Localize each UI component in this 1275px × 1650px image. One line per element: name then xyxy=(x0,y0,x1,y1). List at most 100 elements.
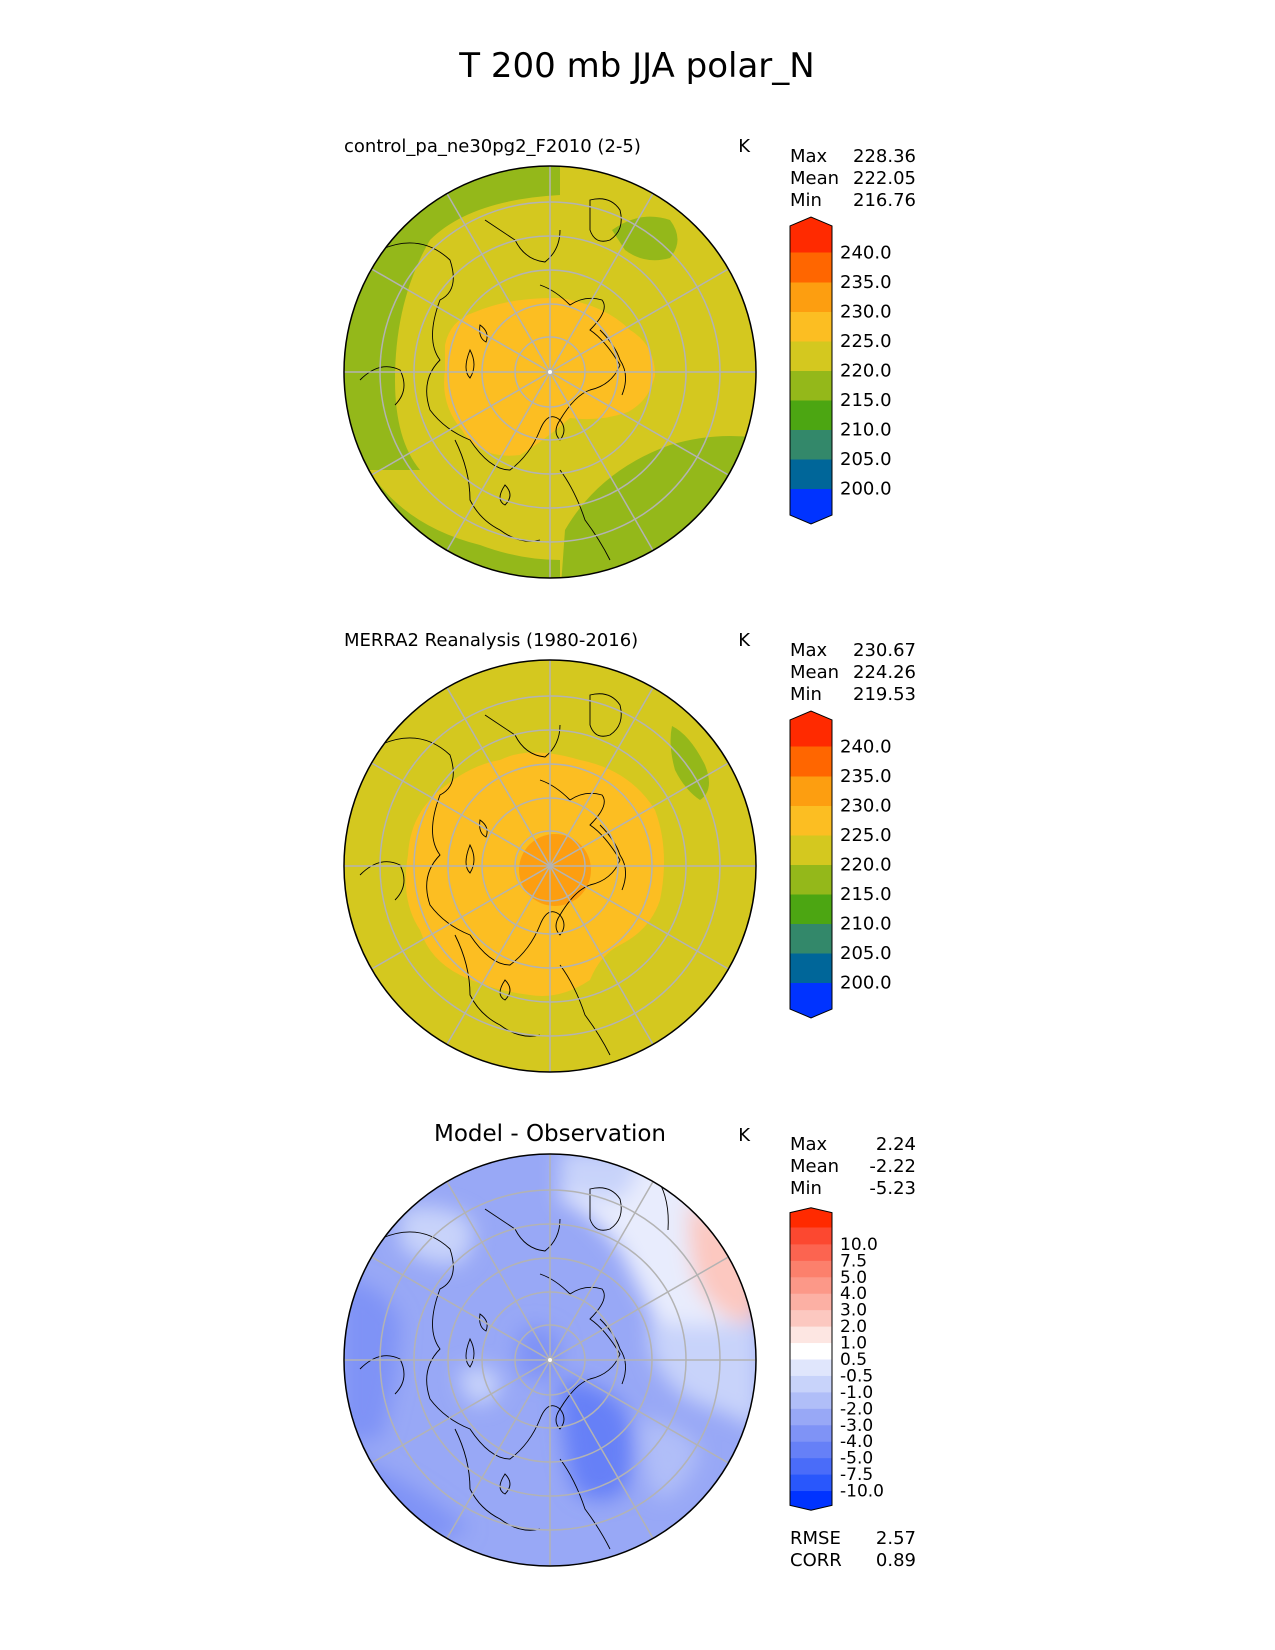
colorbar: 200.0 205.0 210.0 215.0 220.0 225.0 230.0 235.0… xyxy=(789,216,892,525)
stat-value: 216.76 xyxy=(853,190,916,211)
map-boundary xyxy=(343,1153,757,1567)
colorbar-segment xyxy=(790,459,832,489)
colorbar-tick-label: -0.5 xyxy=(840,1366,873,1386)
colorbar-outline xyxy=(789,216,833,525)
colorbar-segment xyxy=(790,217,832,253)
colorbar-tick-label: 230.0 xyxy=(840,302,892,323)
colorbar-segment xyxy=(790,1309,832,1327)
colorbar-segment xyxy=(790,400,832,430)
colorbar-segment xyxy=(790,1260,832,1278)
colorbar-tick-label: 215.0 xyxy=(840,390,892,411)
colorbar-tick-label: 230.0 xyxy=(840,796,892,817)
colorbar-tick-label: 235.0 xyxy=(840,272,892,293)
stat-label: Max xyxy=(790,1134,828,1155)
colorbar-tick-label: 5.0 xyxy=(840,1268,867,1288)
stat-label: RMSE xyxy=(790,1528,841,1549)
colorbar-tick-label: -1.0 xyxy=(840,1383,873,1403)
stat-label: Max xyxy=(790,640,828,661)
colorbar-segment xyxy=(790,1441,832,1459)
colorbar-segment xyxy=(790,1227,832,1245)
colorbar-segment xyxy=(790,429,832,460)
stat-value: 2.24 xyxy=(876,1134,916,1155)
colorbar-tick-label: 220.0 xyxy=(840,361,892,382)
colorbar-segment xyxy=(790,311,832,342)
colorbar-tick-label: 10.0 xyxy=(840,1235,878,1255)
colorbar-tick-label: 200.0 xyxy=(840,479,892,500)
panel-title: control_pa_ne30pg2_F2010 (2-5) xyxy=(344,136,641,157)
panel-difference: Model - Observation K xyxy=(343,1121,916,1571)
stat-label: Min xyxy=(790,190,822,211)
stat-value: 228.36 xyxy=(853,146,916,167)
stat-label: Mean xyxy=(790,1156,839,1177)
graticule xyxy=(344,660,756,1072)
colorbar-segment xyxy=(790,1359,832,1376)
colorbar-segment xyxy=(790,835,832,865)
colorbar-tick-label: 210.0 xyxy=(840,914,892,935)
colorbar-tick-label: -2.0 xyxy=(840,1399,873,1419)
colorbar-segment xyxy=(790,1391,832,1409)
stat-label: Mean xyxy=(790,168,839,189)
stat-label: Min xyxy=(790,684,822,705)
stat-label: Max xyxy=(790,146,828,167)
stat-value: 2.57 xyxy=(876,1528,916,1549)
stats-block: Max 230.67 Mean 224.26 Min 219.53 xyxy=(790,640,916,705)
colorbar-tick-label: -5.0 xyxy=(840,1449,873,1469)
colorbar-segment xyxy=(790,746,832,777)
stats-block: Max 228.36 Mean 222.05 Min 216.76 xyxy=(790,146,916,211)
stat-value: 230.67 xyxy=(853,640,916,661)
colorbar-outline xyxy=(789,1207,833,1511)
map-boundary xyxy=(343,165,757,579)
colorbar-tick-label: 220.0 xyxy=(840,855,892,876)
figure-title: T 200 mb JJA polar_N xyxy=(458,46,814,86)
colorbar-segment xyxy=(790,1243,832,1261)
panel-units: K xyxy=(738,630,751,651)
colorbar-tick-label: 210.0 xyxy=(840,420,892,441)
colorbar-tick-label: 205.0 xyxy=(840,943,892,964)
colorbar-tick-label: 200.0 xyxy=(840,973,892,994)
colorbar-segment xyxy=(790,711,832,747)
colorbar-outline xyxy=(789,710,833,1019)
stat-label: CORR xyxy=(790,1550,842,1571)
stat-label: Mean xyxy=(790,662,839,683)
colorbar-tick-label: 240.0 xyxy=(840,737,892,758)
colorbar-segment xyxy=(790,923,832,954)
panel-title: Model - Observation xyxy=(434,1121,666,1147)
panel-units: K xyxy=(738,1125,751,1146)
stat-value: -5.23 xyxy=(869,1178,916,1199)
panel-control: control_pa_ne30pg2_F2010 (2-5) K xyxy=(343,136,916,579)
colorbar-tick-label: 240.0 xyxy=(840,243,892,264)
colorbar: 200.0 205.0 210.0 215.0 220.0 225.0 230.0 235.0… xyxy=(789,710,892,1019)
map-boundary xyxy=(343,659,757,1073)
panel-title: MERRA2 Reanalysis (1980-2016) xyxy=(344,630,638,651)
colorbar-segment xyxy=(790,953,832,983)
colorbar-segment xyxy=(790,1424,832,1442)
colorbar-segment xyxy=(790,1457,832,1475)
stat-label: Min xyxy=(790,1178,822,1199)
colorbar-segment xyxy=(790,1474,832,1492)
extra-stats-block: RMSE 2.57 CORR 0.89 xyxy=(790,1528,916,1571)
colorbar-segment xyxy=(790,776,832,806)
colorbar-tick-label: -7.5 xyxy=(840,1465,873,1485)
colorbar-tick-label: 205.0 xyxy=(840,449,892,470)
colorbar-segment xyxy=(790,1490,832,1511)
stat-value: 0.89 xyxy=(876,1550,916,1571)
colorbar-segment xyxy=(790,805,832,836)
colorbar-segment xyxy=(790,894,832,924)
colorbar-segment xyxy=(790,982,832,1018)
colorbar-segment xyxy=(790,1408,832,1426)
colorbar-tick-label: -3.0 xyxy=(840,1416,873,1436)
colorbar: -10.0-7.5-5.0-4.0-3.0-2.0-1.0-0.50.51.02… xyxy=(789,1207,884,1511)
panel-units: K xyxy=(738,136,751,157)
stat-value: 219.53 xyxy=(853,684,916,705)
panel-merra2: MERRA2 Reanalysis (1980-2016) K xyxy=(343,630,916,1073)
colorbar-segment xyxy=(790,1326,832,1344)
colorbar-segment xyxy=(790,1342,832,1360)
stats-block: Max 2.24 Mean -2.22 Min -5.23 xyxy=(790,1134,916,1199)
colorbar-tick-label: 7.5 xyxy=(840,1251,867,1271)
colorbar-tick-label: 2.0 xyxy=(840,1317,867,1337)
colorbar-tick-label: 0.5 xyxy=(840,1350,867,1370)
colorbar-segment xyxy=(790,282,832,312)
colorbar-segment xyxy=(790,1207,832,1228)
colorbar-tick-label: -4.0 xyxy=(840,1432,873,1452)
